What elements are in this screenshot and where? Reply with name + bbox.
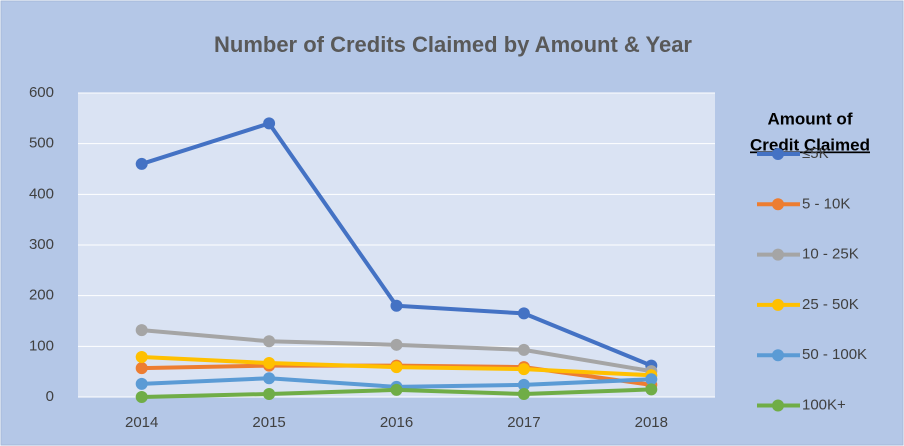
legend-marker: [772, 399, 784, 412]
legend-marker: [772, 198, 784, 211]
data-point: [263, 372, 276, 385]
y-tick-label: 200: [29, 287, 54, 304]
x-tick-label: 2014: [125, 414, 158, 431]
data-point: [390, 338, 403, 351]
data-point: [135, 391, 148, 403]
chart-title: Number of Credits Claimed by Amount & Ye…: [214, 32, 692, 57]
data-point: [517, 307, 530, 320]
legend-label: 25 - 50K: [802, 296, 859, 313]
legend-marker: [772, 298, 784, 311]
legend-label: 100K+: [802, 396, 846, 413]
data-point: [645, 383, 658, 396]
y-tick-label: 500: [29, 135, 54, 152]
data-point: [135, 362, 148, 375]
data-point: [263, 387, 276, 400]
data-point: [263, 117, 276, 130]
data-point: [517, 387, 530, 400]
data-point: [390, 383, 403, 396]
data-point: [517, 378, 530, 391]
legend-title: Amount of: [768, 109, 853, 128]
y-tick-label: 0: [46, 388, 54, 405]
legend-label: 5 - 10K: [802, 195, 850, 212]
x-tick-label: 2016: [380, 414, 413, 431]
legend-marker: [772, 148, 784, 160]
legend-label: 10 - 25K: [802, 246, 859, 263]
data-point: [135, 377, 148, 390]
data-point: [517, 343, 530, 356]
data-point: [645, 373, 658, 386]
x-tick-label: 2018: [635, 414, 668, 431]
y-tick-label: 100: [29, 337, 54, 354]
y-tick-label: 600: [29, 84, 54, 101]
data-point: [135, 324, 148, 337]
data-point: [263, 335, 276, 348]
x-tick-label: 2017: [507, 414, 540, 431]
y-tick-label: 400: [29, 185, 54, 202]
legend-label: 50 - 100K: [802, 346, 867, 363]
data-point: [135, 350, 148, 363]
data-point: [135, 157, 148, 170]
data-point: [517, 363, 530, 376]
x-tick-label: 2015: [252, 414, 285, 431]
y-tick-label: 300: [29, 236, 54, 253]
legend-marker: [772, 349, 784, 362]
legend-marker: [772, 248, 784, 261]
data-point: [263, 357, 276, 370]
data-point: [390, 299, 403, 312]
data-point: [390, 361, 403, 374]
legend-label: ≤5K: [802, 145, 829, 162]
